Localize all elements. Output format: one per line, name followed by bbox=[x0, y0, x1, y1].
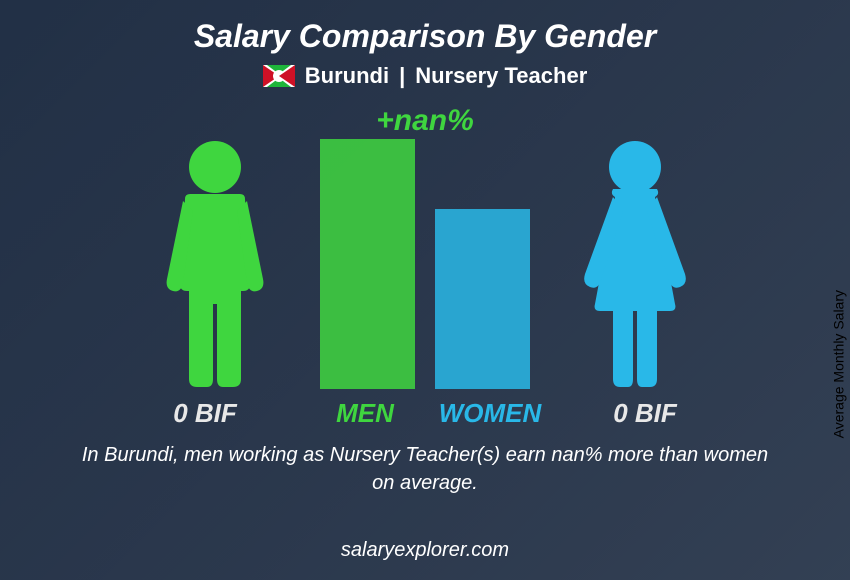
subtitle: Burundi | Nursery Teacher bbox=[0, 55, 850, 89]
women-value: 0 BIF bbox=[570, 398, 720, 429]
women-label: WOMEN bbox=[415, 398, 565, 429]
delta-label: +nan% bbox=[376, 104, 474, 138]
flag-icon bbox=[263, 65, 295, 87]
male-icon bbox=[145, 139, 285, 389]
bar-women bbox=[435, 209, 530, 389]
page-title: Salary Comparison By Gender bbox=[0, 0, 850, 55]
female-icon bbox=[565, 139, 705, 389]
footer-link[interactable]: salaryexplorer.com bbox=[0, 539, 850, 562]
job-label: Nursery Teacher bbox=[415, 63, 587, 89]
axis-label: Average Monthly Salary bbox=[830, 290, 846, 438]
chart: +nan% 0 BIF MEN WOMEN 0 BIF bbox=[145, 109, 705, 429]
description: In Burundi, men working as Nursery Teach… bbox=[0, 429, 850, 497]
bar-men bbox=[320, 139, 415, 389]
country-label: Burundi bbox=[305, 63, 389, 89]
separator: | bbox=[399, 63, 405, 89]
men-value: 0 BIF bbox=[130, 398, 280, 429]
